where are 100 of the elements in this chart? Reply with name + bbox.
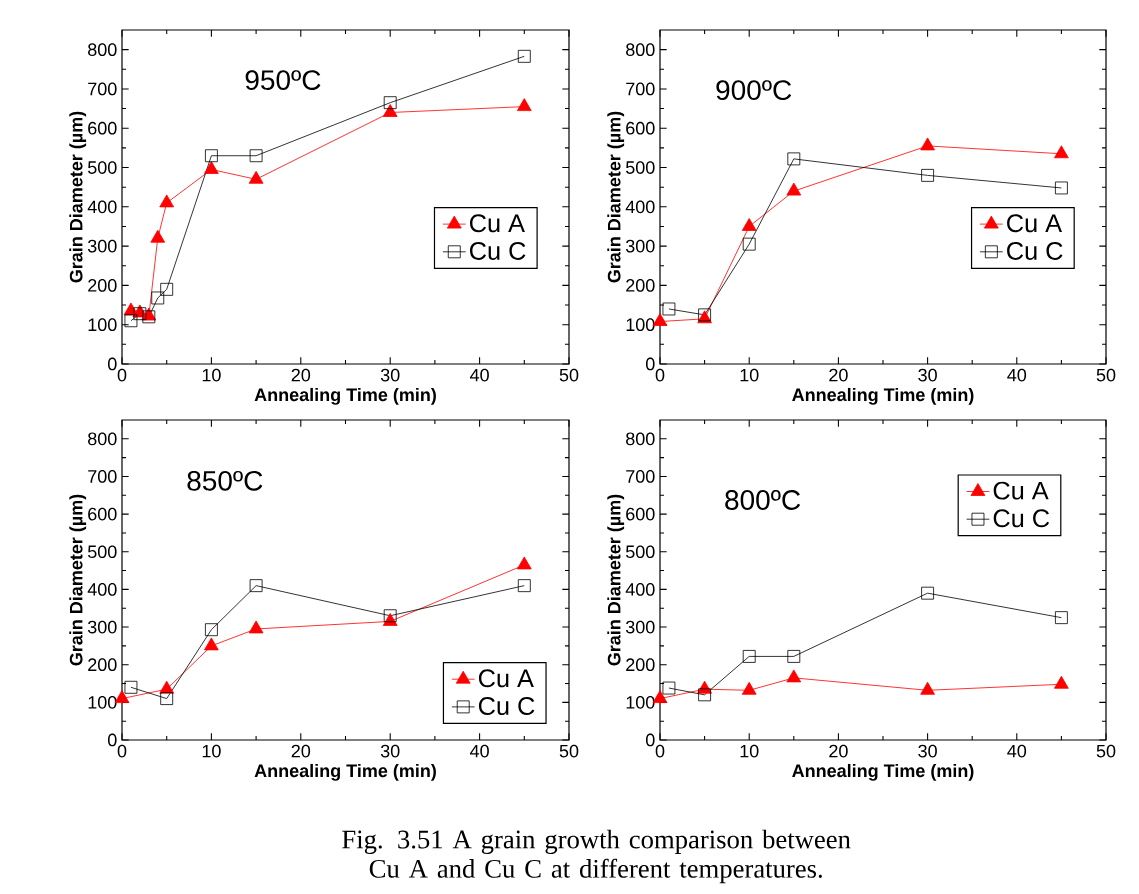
y-tick-label: 100 [88, 318, 117, 332]
y-tick-label: 500 [625, 161, 655, 174]
point [921, 168, 934, 182]
point [382, 104, 398, 117]
point [741, 218, 757, 231]
point [742, 237, 756, 251]
y-tick-label: 300 [87, 620, 117, 634]
point [786, 182, 802, 196]
legend-label: Cu C [993, 509, 1050, 528]
point [248, 170, 264, 184]
y-tick-label: 300 [625, 620, 655, 634]
point [249, 579, 263, 593]
y-tick-label: 700 [626, 470, 655, 483]
y-tick-label: 500 [87, 161, 117, 174]
point [1054, 145, 1069, 159]
point [205, 623, 218, 637]
y-tick-label: 100 [626, 695, 655, 709]
x-tick-label: 50 [1096, 368, 1116, 382]
point [920, 681, 935, 695]
point [787, 650, 801, 663]
point [159, 194, 175, 208]
annotation: 800ºC [725, 490, 801, 510]
x-tick-label: 30 [918, 744, 937, 758]
point [921, 586, 934, 600]
point [204, 637, 219, 651]
y-tick-label: 200 [626, 279, 655, 292]
point [383, 96, 397, 110]
legend-label: Cu A [478, 669, 534, 688]
x-tick-label: 10 [202, 368, 221, 382]
annotation: 850ºC [187, 470, 263, 491]
y-axis-title: Grain Diameter (µm) [607, 111, 625, 283]
y-tick-label: 400 [87, 200, 117, 214]
point [662, 681, 676, 695]
x-tick-label: 20 [829, 368, 848, 382]
y-axis-title: Grain Diameter (µm) [69, 494, 87, 666]
legend-label: Cu C [478, 697, 535, 715]
y-tick-label: 200 [88, 279, 117, 292]
point [249, 149, 263, 163]
y-tick-label: 700 [88, 470, 117, 483]
point [516, 98, 532, 112]
y-tick-label: 600 [626, 121, 655, 135]
x-tick-label: 0 [655, 368, 665, 382]
x-tick-label: 0 [117, 744, 127, 758]
legend-label: Cu A [993, 481, 1049, 500]
x-tick-label: 10 [202, 744, 221, 758]
y-tick-label: 800 [626, 43, 655, 57]
x-tick-label: 40 [1007, 744, 1027, 758]
y-tick-label: 400 [625, 583, 655, 596]
point [383, 609, 397, 623]
x-axis-title: Annealing Time (min) [792, 387, 974, 405]
point [517, 49, 531, 63]
y-tick-label: 200 [626, 658, 655, 672]
y-tick-label: 100 [88, 695, 117, 709]
x-tick-label: 30 [918, 368, 937, 382]
y-tick-label: 600 [88, 507, 117, 521]
y-tick-label: 400 [87, 583, 117, 596]
point [1055, 611, 1068, 625]
point [160, 692, 174, 705]
y-tick-label: 700 [626, 82, 655, 96]
y-tick-label: 0 [107, 733, 117, 747]
point [786, 669, 802, 683]
legend-label: Cu C [469, 241, 526, 260]
point [787, 152, 801, 166]
x-tick-label: 40 [1007, 368, 1027, 382]
x-tick-label: 50 [559, 744, 579, 758]
point [204, 161, 219, 174]
y-tick-label: 800 [88, 43, 117, 57]
y-tick-label: 600 [626, 507, 655, 521]
x-tick-label: 20 [291, 744, 311, 758]
y-tick-label: 800 [88, 432, 117, 446]
point [920, 137, 935, 151]
y-tick-label: 100 [626, 318, 655, 332]
x-axis-title: Annealing Time (min) [254, 387, 436, 405]
caption: Fig. 3.51 A grain growth comparison between Cu A and Cu C at different temperatures. [342, 829, 851, 884]
legend-label: Cu A [1007, 214, 1063, 233]
point [150, 229, 166, 243]
x-tick-label: 10 [740, 368, 759, 382]
x-tick-label: 40 [470, 368, 489, 382]
point [1055, 181, 1068, 195]
y-tick-label: 500 [87, 545, 117, 559]
point [124, 680, 138, 694]
x-tick-label: 20 [829, 744, 848, 758]
y-tick-label: 0 [107, 357, 117, 371]
x-tick-label: 0 [117, 368, 127, 382]
point [662, 302, 676, 316]
y-axis-title: Grain Diameter (µm) [69, 111, 87, 283]
y-tick-label: 300 [87, 239, 117, 253]
x-tick-label: 50 [559, 368, 579, 382]
point [160, 282, 174, 296]
legend-label: Cu C [1007, 241, 1063, 260]
y-tick-label: 200 [88, 658, 117, 672]
annotation: 950ºC [245, 70, 321, 91]
x-tick-label: 50 [1096, 744, 1116, 758]
x-tick-label: 30 [380, 744, 400, 758]
y-tick-label: 0 [645, 357, 655, 371]
y-axis-title: Grain Diameter (µm) [607, 494, 625, 666]
point [205, 149, 218, 163]
y-tick-label: 300 [625, 239, 655, 253]
point [741, 681, 757, 695]
x-tick-label: 30 [380, 368, 400, 382]
